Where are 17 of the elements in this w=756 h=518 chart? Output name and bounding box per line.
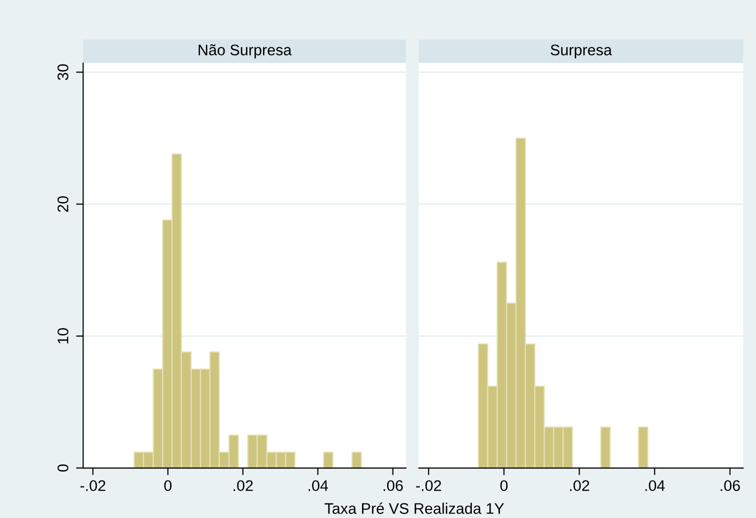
x-axis-title: Taxa Pré VS Realizada 1Y	[324, 502, 504, 514]
x-tick-label: .06	[384, 480, 403, 492]
x-tick-label: -.02	[416, 480, 442, 492]
x-tick-label: .04	[645, 480, 665, 492]
y-tick-label: 10	[58, 328, 68, 344]
x-tick-label: 0	[500, 480, 508, 492]
x-tick-label: 0	[164, 480, 172, 492]
x-tick-label: .04	[308, 480, 328, 492]
x-tick-label: .02	[234, 480, 253, 492]
chart-title: Surpresa	[550, 44, 612, 58]
chart-title: Não Surpresa	[198, 44, 292, 58]
x-tick-label: .06	[720, 480, 740, 492]
y-tick-label: 20	[58, 196, 68, 212]
x-tick-label: .02	[570, 480, 590, 492]
y-tick-label: 0	[58, 464, 68, 472]
x-tick-label: -.02	[80, 480, 106, 492]
y-tick-label: 30	[58, 64, 68, 80]
